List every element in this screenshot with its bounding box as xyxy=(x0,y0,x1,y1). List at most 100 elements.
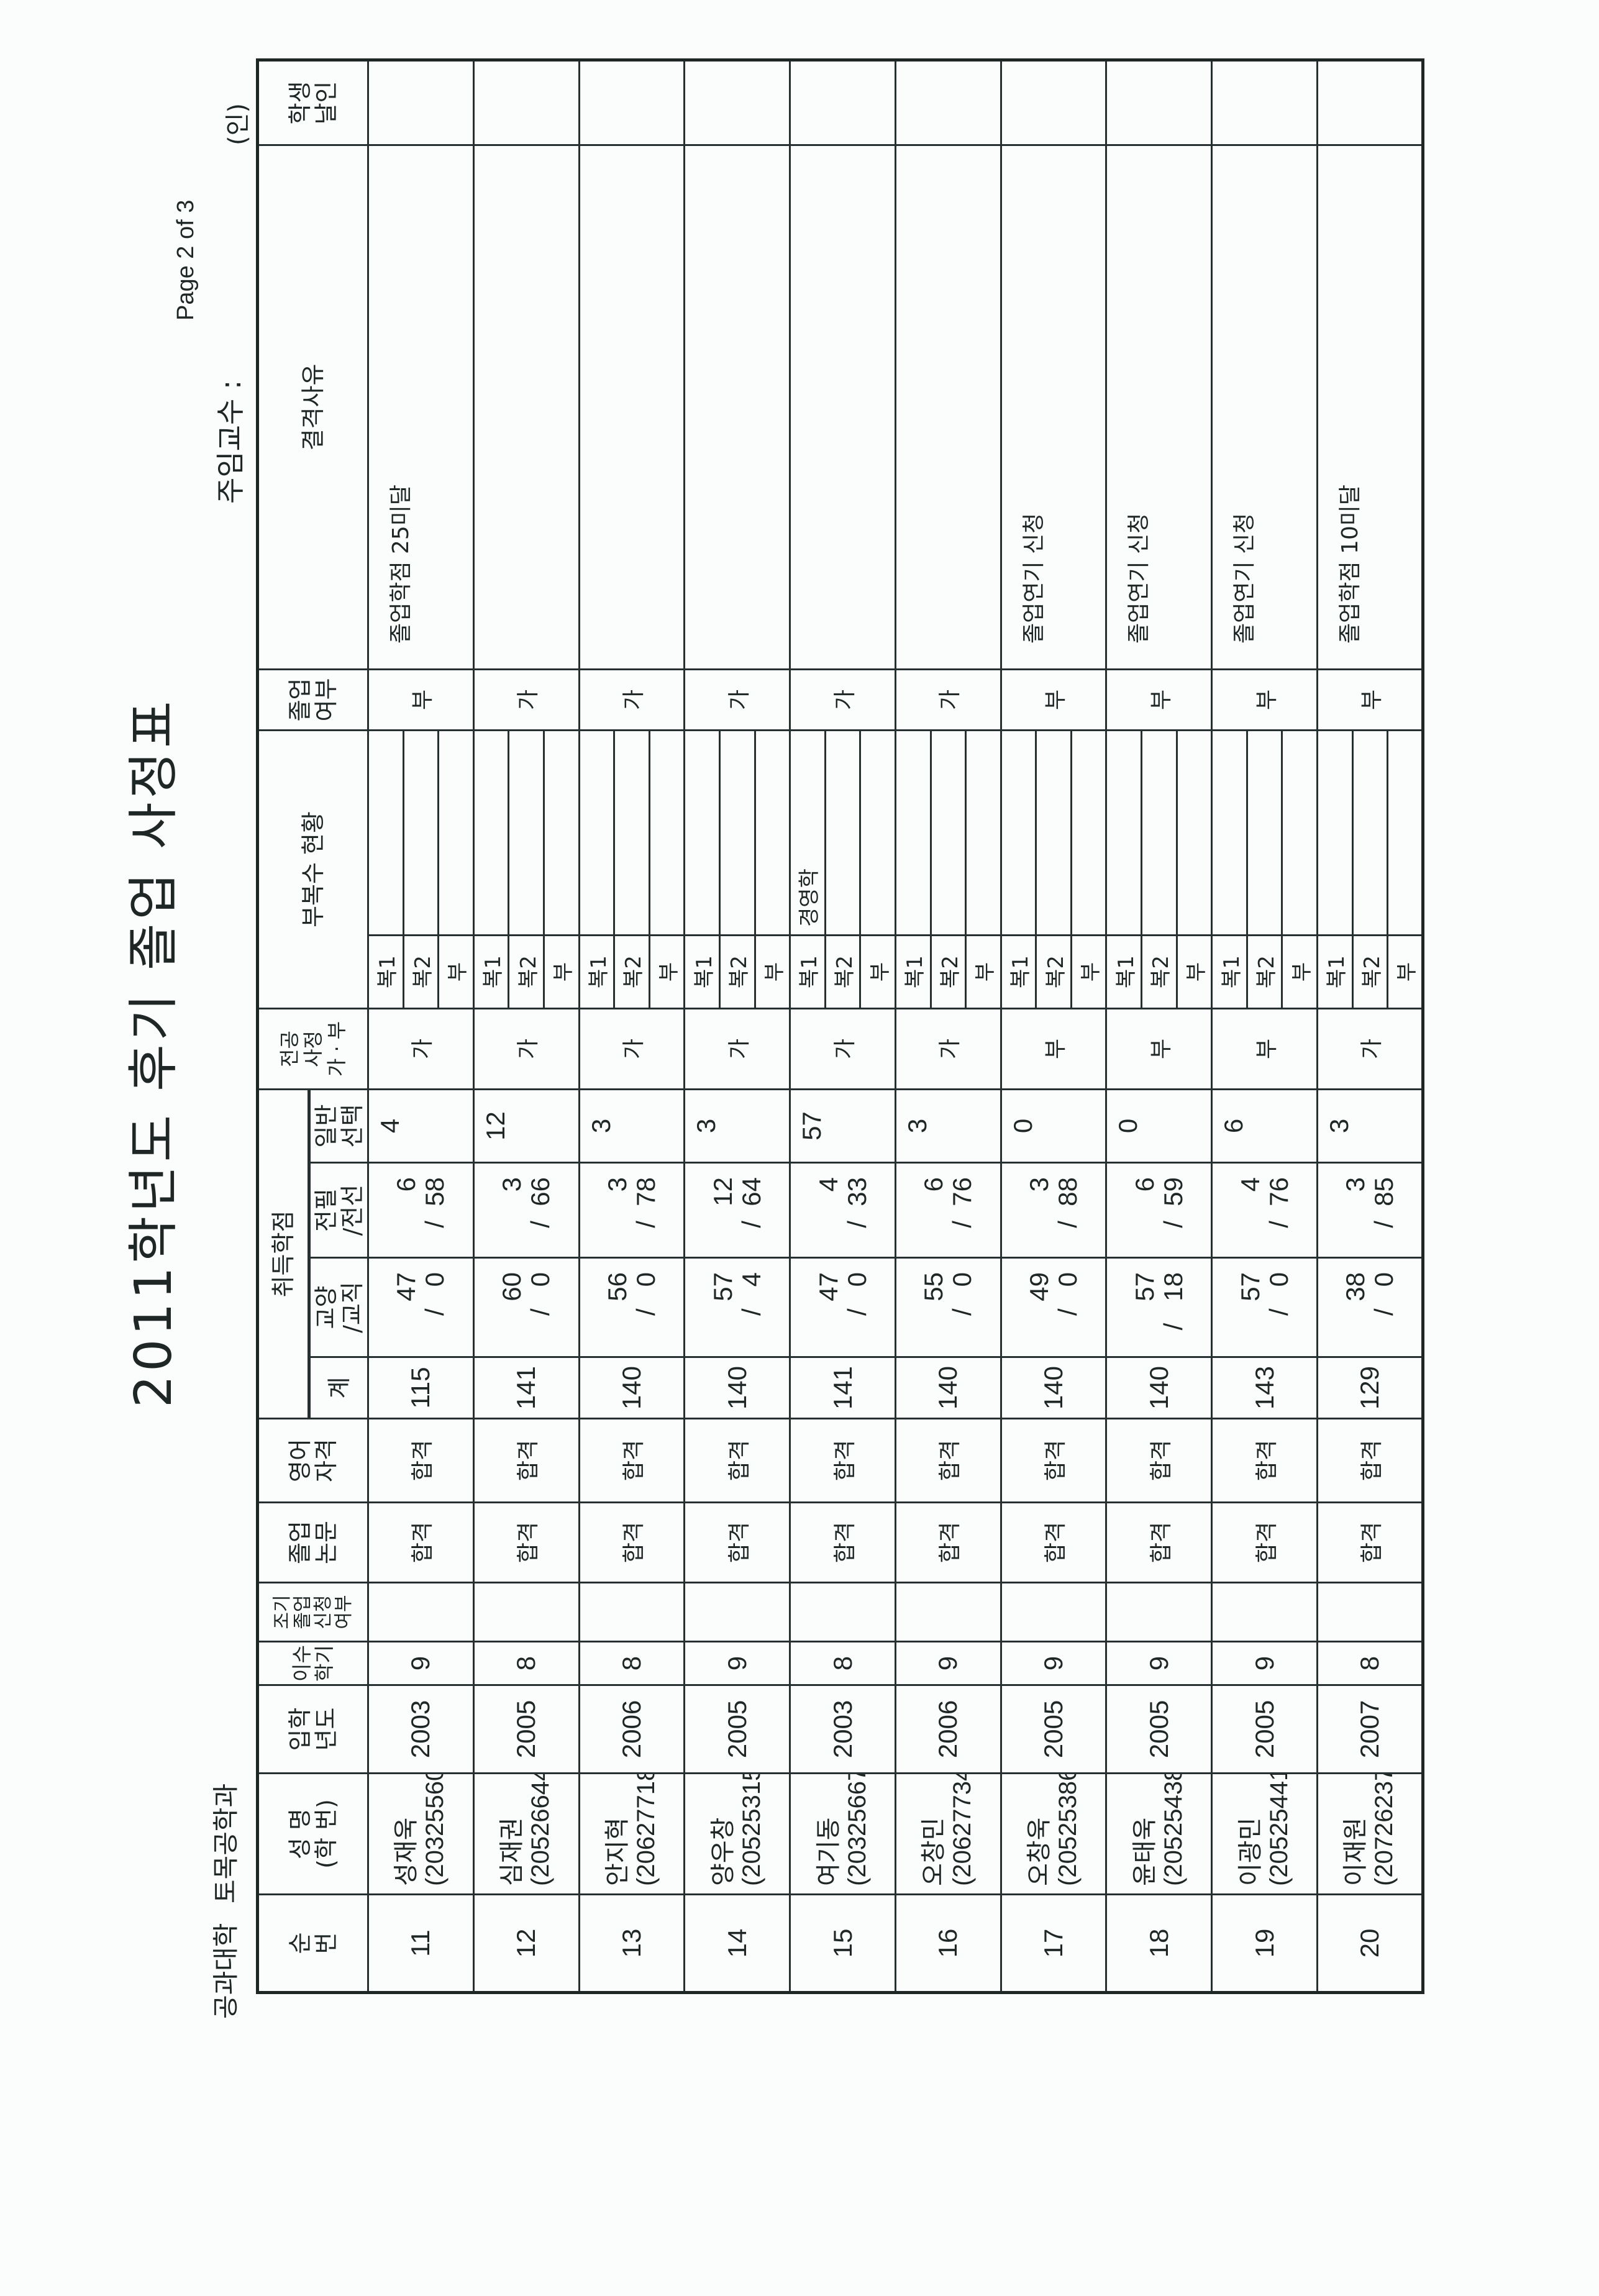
student-seal-cell[interactable] xyxy=(895,60,1001,145)
table-row: 17 오창욱 (20525386 ) 2005 9 합격 합격 140 49/ 0 3/ 88 0 부… xyxy=(1001,60,1106,1993)
student-seal-cell[interactable] xyxy=(368,60,474,145)
minor-double-label: 복1 xyxy=(1001,935,1036,1009)
student-name: 심재권 xyxy=(498,1817,526,1886)
minor-double-label: 복2 xyxy=(1247,935,1282,1009)
student-name-id: 오창욱 (20525386 ) xyxy=(1001,1773,1106,1895)
minor-double-label: 복1 xyxy=(895,935,931,1009)
minor-double-value xyxy=(1106,730,1142,936)
early-graduation xyxy=(579,1582,685,1642)
minor-double-label: 복1 xyxy=(579,935,614,1009)
separator: / xyxy=(1053,1308,1083,1316)
student-seal-cell[interactable] xyxy=(1317,60,1423,145)
minor-double-label: 복2 xyxy=(1352,935,1388,1009)
liberal-credits: 57 xyxy=(1129,1272,1159,1301)
english-status: 합격 xyxy=(473,1418,580,1503)
general-credits: 6 xyxy=(1211,1089,1318,1163)
disqualification-reason: 졸업학점 25미달 xyxy=(368,145,474,670)
english-status: 합격 xyxy=(1317,1418,1423,1503)
row-number: 12 xyxy=(473,1894,580,1993)
student-id: (20525386 ) xyxy=(1054,1773,1082,1887)
liberal-teaching-credits: 57/ 0 xyxy=(1211,1257,1318,1357)
row-number: 11 xyxy=(368,1894,474,1993)
liberal-credits: 60 xyxy=(497,1272,527,1301)
minor-double-value xyxy=(508,730,544,936)
major-elective-credits: 64 xyxy=(736,1177,766,1206)
teaching-line: / 4 xyxy=(737,1272,766,1356)
major-elective-credits: 85 xyxy=(1369,1177,1398,1206)
student-name: 이재원 xyxy=(1341,1817,1369,1886)
major-credits: 6/ 58 xyxy=(368,1162,474,1258)
student-name-id: 이재원 (20726237 ) xyxy=(1317,1773,1423,1895)
separator: / xyxy=(631,1221,660,1228)
liberal-credits: 38 xyxy=(1340,1272,1370,1301)
student-seal-cell[interactable] xyxy=(1001,60,1106,145)
student-name: 양우창 xyxy=(709,1817,737,1886)
major-required-credits: 6 xyxy=(1129,1177,1159,1192)
student-name-id: 안지혁 (20627718 ) xyxy=(579,1773,685,1895)
semesters: 9 xyxy=(895,1641,1001,1685)
admission-year: 2007 xyxy=(1317,1685,1423,1774)
minor-double-label: 부 xyxy=(860,935,896,1009)
major-required-credits: 3 xyxy=(497,1177,527,1192)
table-row: 12 심재권 (20526644 ) 2005 8 합격 합격 141 60/ 0 3/ 66 12… xyxy=(473,60,580,1993)
early-graduation xyxy=(473,1582,580,1642)
early-graduation xyxy=(1106,1582,1212,1642)
major-required-credits: 4 xyxy=(1235,1177,1265,1192)
minor-double-value xyxy=(614,730,650,936)
general-credits: 0 xyxy=(1106,1089,1212,1163)
separator: / xyxy=(526,1308,555,1316)
graduation-review-table: 순 번 성 명 (학 번) 입학 년도 이수 학기 조기 졸업 신청 여부 졸업… xyxy=(256,58,1424,1994)
table-row: 14 양우창 (20525315 ) 2005 9 합격 합격 140 57/ 4 12/ 64 3… xyxy=(684,60,790,1993)
separator: / xyxy=(736,1221,766,1228)
student-seal-cell[interactable] xyxy=(684,60,790,145)
student-seal-cell[interactable] xyxy=(1211,60,1318,145)
major-credits: 12/ 64 xyxy=(684,1162,790,1258)
teaching-line: / 0 xyxy=(947,1272,977,1356)
major-elective-credits: 58 xyxy=(420,1177,450,1206)
student-id: (20525438 ) xyxy=(1159,1773,1187,1887)
early-graduation xyxy=(895,1582,1001,1642)
minor-double-value xyxy=(684,730,720,936)
disqualification-reason: 졸업연기 신청 xyxy=(1106,145,1212,670)
student-seal-cell[interactable] xyxy=(790,60,896,145)
liberal-teaching-credits: 49/ 0 xyxy=(1001,1257,1106,1357)
major-credits: 3/ 66 xyxy=(473,1162,580,1258)
student-seal-cell[interactable] xyxy=(579,60,685,145)
major-review: 가 xyxy=(579,1008,685,1090)
separator: / xyxy=(736,1308,766,1316)
graduation-status: 가 xyxy=(579,669,685,731)
early-graduation xyxy=(684,1582,790,1642)
student-seal-cell[interactable] xyxy=(1106,60,1212,145)
minor-double-value xyxy=(1282,730,1318,936)
early-graduation xyxy=(1001,1582,1106,1642)
teaching-line: / 18 xyxy=(1159,1272,1188,1356)
teaching-credits: 0 xyxy=(947,1272,977,1287)
student-seal-cell[interactable] xyxy=(473,60,580,145)
student-id: (20627718 ) xyxy=(632,1773,660,1887)
admission-year: 2005 xyxy=(684,1685,790,1774)
admission-year: 2006 xyxy=(895,1685,1001,1774)
student-name-id: 오창민 (20627734 ) xyxy=(895,1773,1001,1895)
minor-double-label: 복1 xyxy=(1106,935,1142,1009)
minor-double-value xyxy=(1247,730,1282,936)
separator: / xyxy=(1264,1221,1293,1228)
thesis-status: 합격 xyxy=(790,1502,896,1583)
major-review: 부 xyxy=(1211,1008,1318,1090)
graduation-status: 부 xyxy=(1211,669,1318,731)
minor-double-label: 부 xyxy=(1071,935,1106,1009)
teaching-line: / 0 xyxy=(631,1272,660,1356)
header-name: 성 명 (학 번) xyxy=(257,1773,368,1895)
major-elective-line: / 66 xyxy=(526,1177,555,1257)
minor-double-value: 경영학 xyxy=(790,730,826,936)
major-credits: 6/ 76 xyxy=(895,1162,1001,1258)
header-liberal-teaching: 교양 /교직 xyxy=(309,1257,368,1357)
liberal-teaching-credits: 60/ 0 xyxy=(473,1257,580,1357)
student-name: 윤태욱 xyxy=(1131,1817,1159,1886)
major-elective-line: / 85 xyxy=(1369,1177,1398,1257)
row-number: 20 xyxy=(1317,1894,1423,1993)
header-early-graduation: 조기 졸업 신청 여부 xyxy=(257,1582,368,1642)
student-id: (20325667 ) xyxy=(843,1773,871,1887)
credits-total: 140 xyxy=(684,1357,790,1419)
header-credits-total: 계 xyxy=(309,1357,368,1419)
graduation-status: 가 xyxy=(473,669,580,731)
